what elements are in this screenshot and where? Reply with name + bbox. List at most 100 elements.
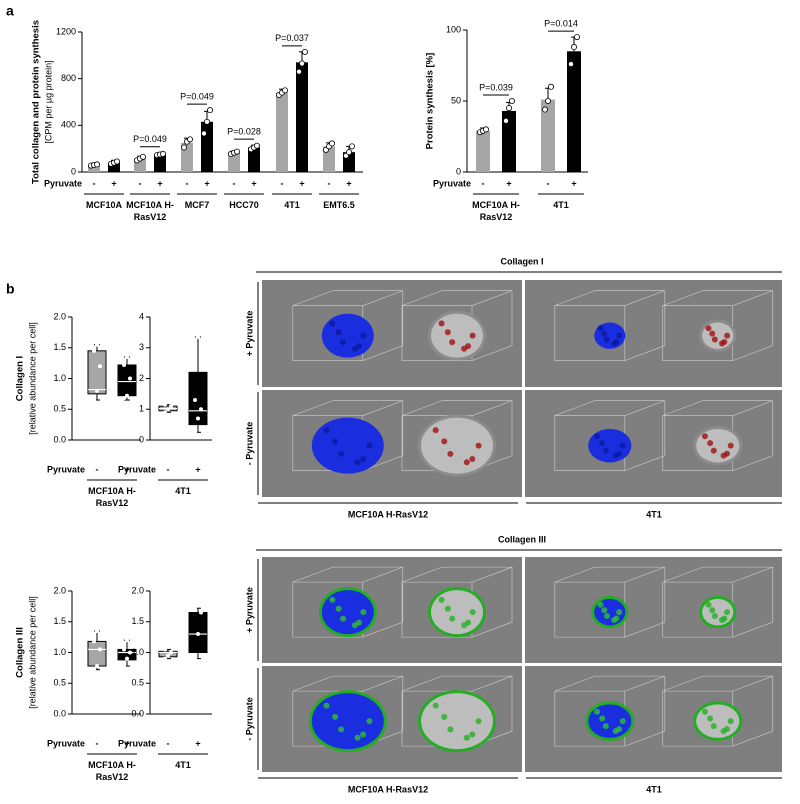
group-label: 4T1 — [175, 486, 191, 496]
data-point — [122, 664, 126, 669]
signal-spot — [432, 427, 439, 434]
data-point — [206, 107, 213, 114]
condition-label: - — [547, 178, 550, 188]
signal-spot — [465, 343, 472, 350]
bar — [248, 147, 260, 172]
data-point — [548, 83, 555, 90]
data-point — [545, 98, 552, 105]
signal-spot — [329, 596, 336, 603]
y-tick-label: 800 — [61, 73, 76, 83]
data-point — [574, 34, 581, 41]
signal-spot — [449, 339, 456, 346]
signal-spot — [723, 726, 730, 733]
signal-spot — [447, 726, 454, 733]
data-point — [125, 638, 129, 643]
group-label: 4T1 — [553, 200, 569, 210]
signal-spot — [323, 427, 330, 434]
group-label-box: MCF10A — [86, 200, 122, 210]
signal-spot — [469, 332, 476, 339]
signal-spot — [619, 718, 626, 725]
y-axis-sublabel: [relative abundance per cell] — [27, 322, 37, 435]
signal-spot — [711, 613, 718, 620]
y-tick-label: 1.0 — [53, 373, 66, 383]
signal-spot — [354, 459, 361, 466]
y-axis-label: Collagen III — [15, 627, 26, 678]
data-point — [139, 153, 146, 160]
condition-label: - — [328, 178, 331, 188]
condition-label: + — [124, 464, 129, 474]
signal-spot — [332, 713, 339, 720]
signal-spot — [332, 438, 339, 445]
y-tick-label: 50 — [451, 95, 461, 105]
y-tick-label: 1200 — [56, 26, 76, 36]
bar — [476, 130, 490, 172]
data-point — [233, 148, 240, 155]
condition-label: - — [93, 178, 96, 188]
data-point — [571, 44, 578, 51]
p-value: P=0.028 — [227, 127, 261, 137]
y-tick-label: 1.0 — [131, 647, 144, 657]
data-point — [203, 118, 210, 125]
signal-spot — [615, 726, 622, 733]
y-tick-label: 3 — [139, 342, 144, 352]
signal-spot — [613, 338, 620, 345]
condition-label: + — [195, 738, 200, 748]
cell-cluster — [311, 693, 384, 750]
bar — [296, 62, 308, 173]
image-title: Collagen I — [500, 256, 543, 266]
y-tick-label: 1.0 — [53, 647, 66, 657]
data-point — [128, 376, 132, 381]
signal-spot — [616, 609, 623, 616]
data-point — [114, 158, 121, 165]
signal-spot — [438, 596, 445, 603]
condition-label: + — [251, 178, 256, 188]
signal-spot — [602, 447, 609, 454]
y-tick-label: 0.0 — [53, 708, 66, 718]
signal-spot — [340, 339, 347, 346]
condition-label: + — [299, 178, 304, 188]
signal-spot — [701, 433, 708, 440]
signal-spot — [601, 330, 608, 337]
condition-label: + — [204, 178, 209, 188]
image-tile — [525, 280, 782, 387]
signal-spot — [340, 615, 347, 622]
row-label: + Pyruvate — [244, 311, 254, 357]
signal-spot — [447, 450, 454, 457]
data-point — [199, 610, 203, 615]
y-axis-sublabel: [relative abundance per cell] — [27, 596, 37, 709]
signal-spot — [599, 440, 606, 447]
data-point — [196, 632, 200, 637]
y-tick-label: 1.5 — [53, 342, 66, 352]
panel-label: b — [6, 281, 15, 297]
condition-label: + — [111, 178, 116, 188]
signal-spot — [597, 601, 604, 608]
image-title: Collagen III — [498, 534, 546, 544]
data-point — [253, 142, 260, 149]
signal-spot — [441, 713, 448, 720]
group-label-box: MCF10A H-RasV12 — [88, 486, 136, 508]
signal-spot — [335, 605, 342, 612]
condition-label: - — [281, 178, 284, 188]
p-value: P=0.037 — [275, 33, 309, 43]
group-label-box: MCF7 — [185, 200, 210, 210]
signal-spot — [449, 615, 456, 622]
signal-spot — [705, 325, 712, 332]
bar — [88, 165, 100, 172]
signal-spot — [335, 329, 342, 336]
signal-spot — [599, 715, 606, 722]
signal-spot — [354, 734, 361, 741]
signal-spot — [601, 607, 608, 614]
signal-spot — [355, 343, 362, 350]
signal-spot — [727, 718, 734, 725]
panel-label: a — [6, 3, 14, 19]
data-point — [196, 416, 200, 421]
cell-cluster — [421, 693, 493, 750]
signal-spot — [711, 336, 718, 343]
group-label-box: MCF10A H-RasV12 — [126, 200, 174, 222]
data-point — [159, 150, 166, 157]
data-point — [128, 650, 132, 655]
data-point — [125, 354, 129, 359]
data-point — [92, 398, 96, 403]
signal-spot — [360, 332, 367, 339]
image-tile — [525, 390, 782, 497]
